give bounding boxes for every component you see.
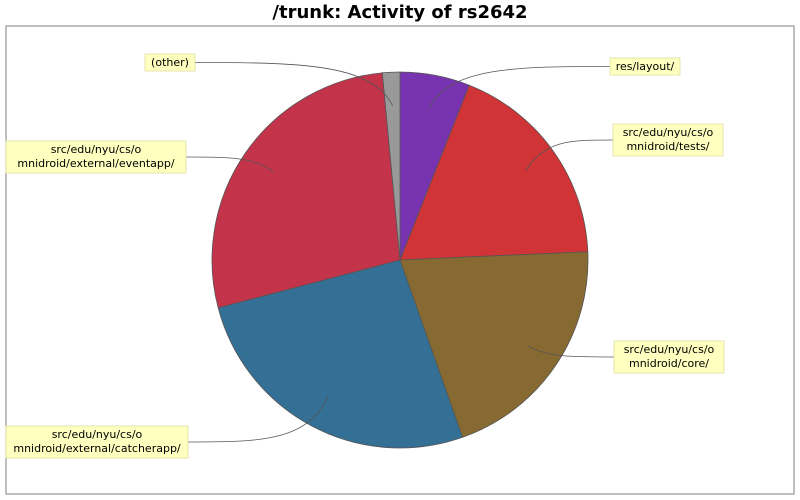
chart-title: /trunk: Activity of rs2642 [272,2,528,23]
leader-line [185,156,274,173]
pie-slice [399,251,589,438]
slice-label-text: (other) [151,56,189,69]
slice-label-text: mnidroid/external/catcherapp/ [13,442,181,455]
slice-label-text: res/layout/ [616,60,675,73]
slice-label-text: src/edu/nyu/cs/o [623,126,714,139]
pie-slice [399,84,589,261]
slice-label-text: src/edu/nyu/cs/o [52,428,143,441]
slice-label: src/edu/nyu/cs/omnidroid/external/eventa… [5,140,187,174]
leader-line [527,345,615,358]
pie-slice [217,259,464,449]
slice-label-text: src/edu/nyu/cs/o [51,143,142,156]
leader-line [428,66,611,109]
slice-label-box [613,340,725,374]
leader-line [194,62,394,107]
slice-label-text: mnidroid/external/eventapp/ [17,157,174,170]
slice-labels-layer: res/layout/src/edu/nyu/cs/omnidroid/test… [5,53,725,459]
slice-label-box [612,123,724,157]
leader-line [187,396,329,443]
slice-label-text: src/edu/nyu/cs/o [624,343,715,356]
slice-label-box [5,425,189,459]
slice-label-box [144,53,196,72]
slice-label-text: mnidroid/core/ [629,357,709,370]
pie-slice [381,71,401,261]
slice-label-text: mnidroid/tests/ [626,140,709,153]
slices-layer [211,71,589,449]
leader-line [525,139,614,171]
slice-label-box [609,57,681,76]
slice-label: res/layout/ [609,57,681,76]
pie-slice [211,72,401,309]
slice-label: (other) [144,53,196,72]
slice-label: src/edu/nyu/cs/omnidroid/external/catche… [5,425,189,459]
leader-lines-layer [185,62,615,443]
slice-label-box [5,140,187,174]
